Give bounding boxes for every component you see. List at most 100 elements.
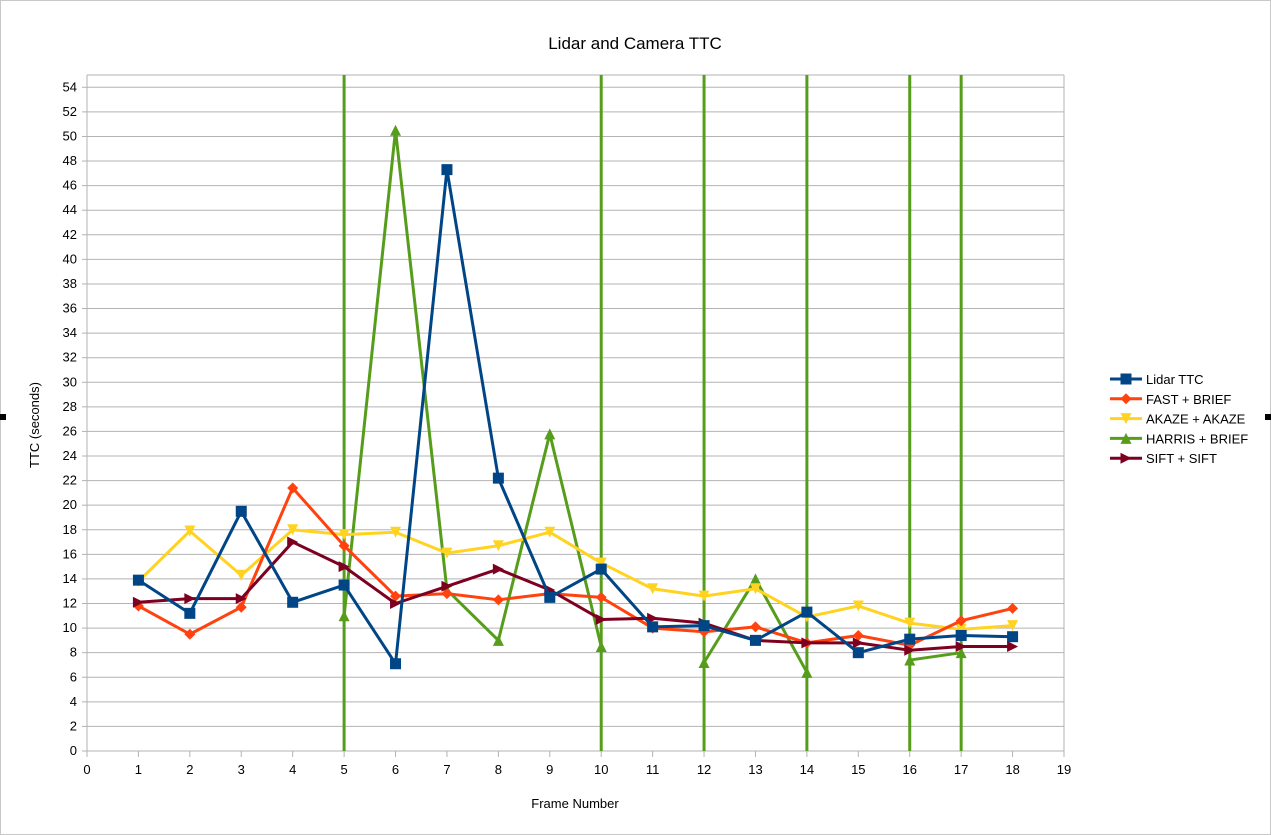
legend-swatch-marker: [1120, 452, 1132, 464]
x-tick-label: 9: [546, 762, 553, 777]
x-tick-label: 6: [392, 762, 399, 777]
x-tick-label: 13: [748, 762, 762, 777]
data-point: [390, 526, 402, 538]
x-tick-label: 17: [954, 762, 968, 777]
data-point: [595, 613, 607, 625]
y-tick-label: 20: [63, 497, 77, 512]
data-point: [801, 606, 813, 618]
data-point: [904, 633, 916, 645]
data-point: [235, 505, 247, 517]
x-tick-label: 19: [1057, 762, 1071, 777]
data-point: [441, 580, 453, 592]
x-tick-label: 10: [594, 762, 608, 777]
data-point: [955, 623, 967, 635]
legend-swatch-marker: [1120, 393, 1132, 405]
legend-label: FAST + BRIEF: [1146, 392, 1231, 407]
chart-title: Lidar and Camera TTC: [548, 34, 722, 53]
data-point: [749, 583, 761, 595]
data-point: [492, 472, 504, 484]
selection-handle-left[interactable]: [0, 414, 6, 420]
selection-handle-right[interactable]: [1265, 414, 1271, 420]
data-point: [287, 536, 299, 548]
data-point: [544, 428, 556, 440]
x-tick-label: 7: [443, 762, 450, 777]
x-tick-label: 5: [340, 762, 347, 777]
data-point: [698, 657, 710, 669]
data-point: [390, 598, 402, 610]
x-tick-label: 4: [289, 762, 296, 777]
data-point: [390, 658, 402, 670]
legend-item: HARRIS + BRIEF: [1110, 431, 1248, 446]
data-point: [544, 591, 556, 603]
data-point: [852, 600, 864, 612]
data-point: [235, 601, 247, 613]
y-tick-label: 28: [63, 399, 77, 414]
legend-label: HARRIS + BRIEF: [1146, 431, 1248, 446]
y-tick-label: 44: [63, 202, 77, 217]
y-tick-label: 32: [63, 350, 77, 365]
series-line: [342, 128, 603, 647]
data-point: [955, 615, 967, 627]
data-point: [647, 583, 659, 595]
data-point: [647, 621, 659, 633]
y-tick-label: 36: [63, 301, 77, 316]
legend-item: Lidar TTC: [1110, 372, 1204, 387]
y-tick-label: 10: [63, 620, 77, 635]
y-tick-label: 38: [63, 276, 77, 291]
y-tick-label: 40: [63, 251, 77, 266]
x-tick-label: 8: [495, 762, 502, 777]
data-point: [1007, 620, 1019, 632]
data-point: [544, 526, 556, 538]
y-tick-label: 2: [70, 718, 77, 733]
data-point: [647, 612, 659, 624]
y-tick-label: 16: [63, 546, 77, 561]
y-tick-label: 54: [63, 79, 77, 94]
data-point: [492, 563, 504, 575]
data-point: [338, 579, 350, 591]
legend: Lidar TTC FAST + BRIEF AKAZE + AKAZE HARRIS…: [1110, 372, 1248, 466]
x-tick-label: 0: [83, 762, 90, 777]
data-point: [287, 524, 299, 536]
data-point: [698, 590, 710, 602]
series-fast-brief: [132, 482, 1019, 651]
y-tick-label: 46: [63, 178, 77, 193]
grid-layer: [87, 74, 1065, 752]
data-point: [184, 628, 196, 640]
data-point: [390, 124, 402, 136]
data-point: [132, 596, 144, 608]
data-point: [1007, 602, 1019, 614]
data-point: [132, 574, 144, 586]
x-tick-label: 16: [903, 762, 917, 777]
legend-item: AKAZE + AKAZE: [1110, 412, 1246, 427]
y-tick-label: 4: [70, 694, 77, 709]
series-lidar-ttc: [132, 164, 1019, 670]
data-point: [749, 621, 761, 633]
y-tick-label: 52: [63, 104, 77, 119]
data-point: [1007, 631, 1019, 643]
series-line: [137, 486, 1013, 647]
x-tick-label: 2: [186, 762, 193, 777]
data-point: [955, 641, 967, 653]
series-layer: [132, 75, 1019, 751]
data-point: [338, 529, 350, 541]
x-tick-label: 15: [851, 762, 865, 777]
data-point: [184, 525, 196, 537]
data-point: [852, 629, 864, 641]
series-line: [138, 540, 1013, 652]
legend-label: Lidar TTC: [1146, 372, 1204, 387]
data-point: [801, 637, 813, 649]
series-harris-brief: [338, 75, 967, 751]
series-line: [137, 528, 1013, 631]
legend-item: SIFT + SIFT: [1110, 451, 1217, 466]
legend-swatch-marker: [1120, 413, 1132, 425]
y-tick-label: 42: [63, 227, 77, 242]
series-line: [909, 651, 962, 662]
data-point: [955, 647, 967, 659]
data-point: [287, 596, 299, 608]
x-tick-label: 18: [1005, 762, 1019, 777]
data-point: [287, 482, 299, 494]
y-tick-label: 18: [63, 522, 77, 537]
data-point: [441, 164, 453, 176]
y-tick-label: 34: [63, 325, 77, 340]
data-point: [1007, 641, 1019, 653]
